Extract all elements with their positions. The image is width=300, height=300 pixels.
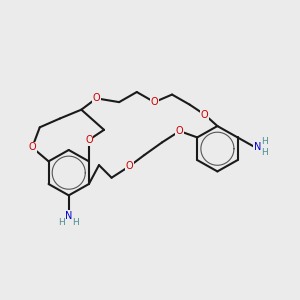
Text: O: O <box>176 126 183 136</box>
Text: H: H <box>72 218 79 227</box>
Text: H: H <box>261 137 268 146</box>
Text: O: O <box>201 110 208 120</box>
Text: N: N <box>65 211 72 221</box>
Text: O: O <box>125 161 133 171</box>
Text: N: N <box>254 142 261 152</box>
Text: O: O <box>28 142 36 152</box>
Text: O: O <box>93 93 100 103</box>
Text: H: H <box>261 148 268 157</box>
Text: H: H <box>58 218 65 227</box>
Text: O: O <box>85 135 93 145</box>
Text: O: O <box>151 97 158 107</box>
